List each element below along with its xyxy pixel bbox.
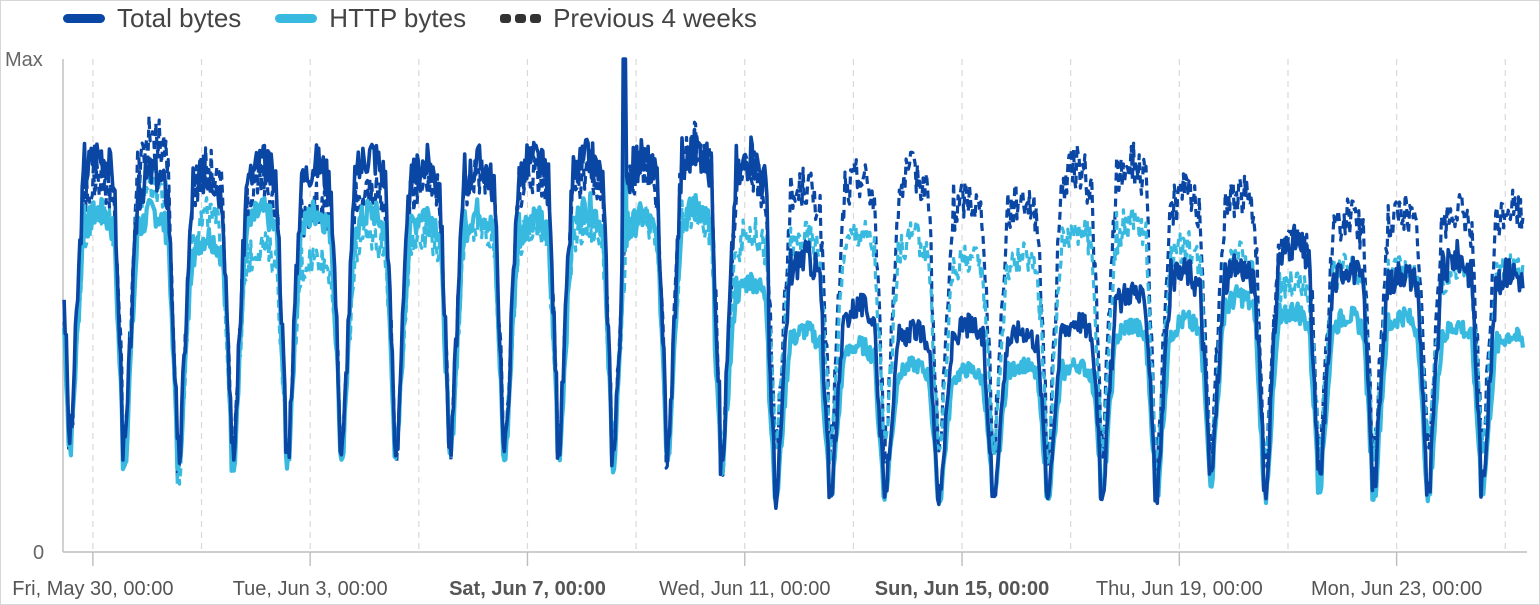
series-layer — [62, 57, 1525, 510]
legend-label-previous-4-weeks: Previous 4 weeks — [553, 3, 757, 33]
x-tick-label: Wed, Jun 11, 00:00 — [659, 578, 831, 600]
legend-item-http-bytes[interactable]: HTTP bytes — [275, 3, 466, 34]
series-total-bytes — [62, 57, 1525, 510]
legend-item-previous-4-weeks[interactable]: Previous 4 weeks — [500, 3, 757, 34]
y-tick-label-zero: 0 — [33, 542, 44, 564]
series-http-bytes — [62, 111, 1525, 506]
x-tick-label: Sun, Jun 15, 00:00 — [875, 578, 1050, 600]
x-tick-label: Sat, Jun 7, 00:00 — [449, 578, 606, 600]
grid-layer — [92, 59, 1506, 552]
x-tick-label: Fri, May 30, 00:00 — [12, 578, 173, 600]
legend-swatch-total-bytes — [63, 14, 105, 23]
legend: Total bytes HTTP bytes Previous 4 weeks — [63, 3, 757, 34]
legend-swatch-http-bytes — [275, 14, 318, 23]
label-layer: Max 0 Fri, May 30, 00:00 Tue, Jun 3, 00:00 S… — [5, 49, 1482, 600]
x-tick-label: Thu, Jun 19, 00:00 — [1096, 578, 1263, 600]
legend-label-http-bytes: HTTP bytes — [329, 3, 467, 33]
series-previous-4-weeks-http — [62, 160, 1525, 487]
legend-item-total-bytes[interactable]: Total bytes — [63, 3, 241, 34]
legend-swatch-previous-4-weeks — [500, 14, 542, 23]
series-previous-4-weeks-total — [62, 114, 1525, 480]
x-tick-label: Tue, Jun 3, 00:00 — [233, 578, 388, 600]
y-tick-label-max: Max — [5, 49, 43, 71]
x-tick-label: Mon, Jun 23, 00:00 — [1311, 578, 1482, 600]
legend-label-total-bytes: Total bytes — [117, 3, 242, 33]
